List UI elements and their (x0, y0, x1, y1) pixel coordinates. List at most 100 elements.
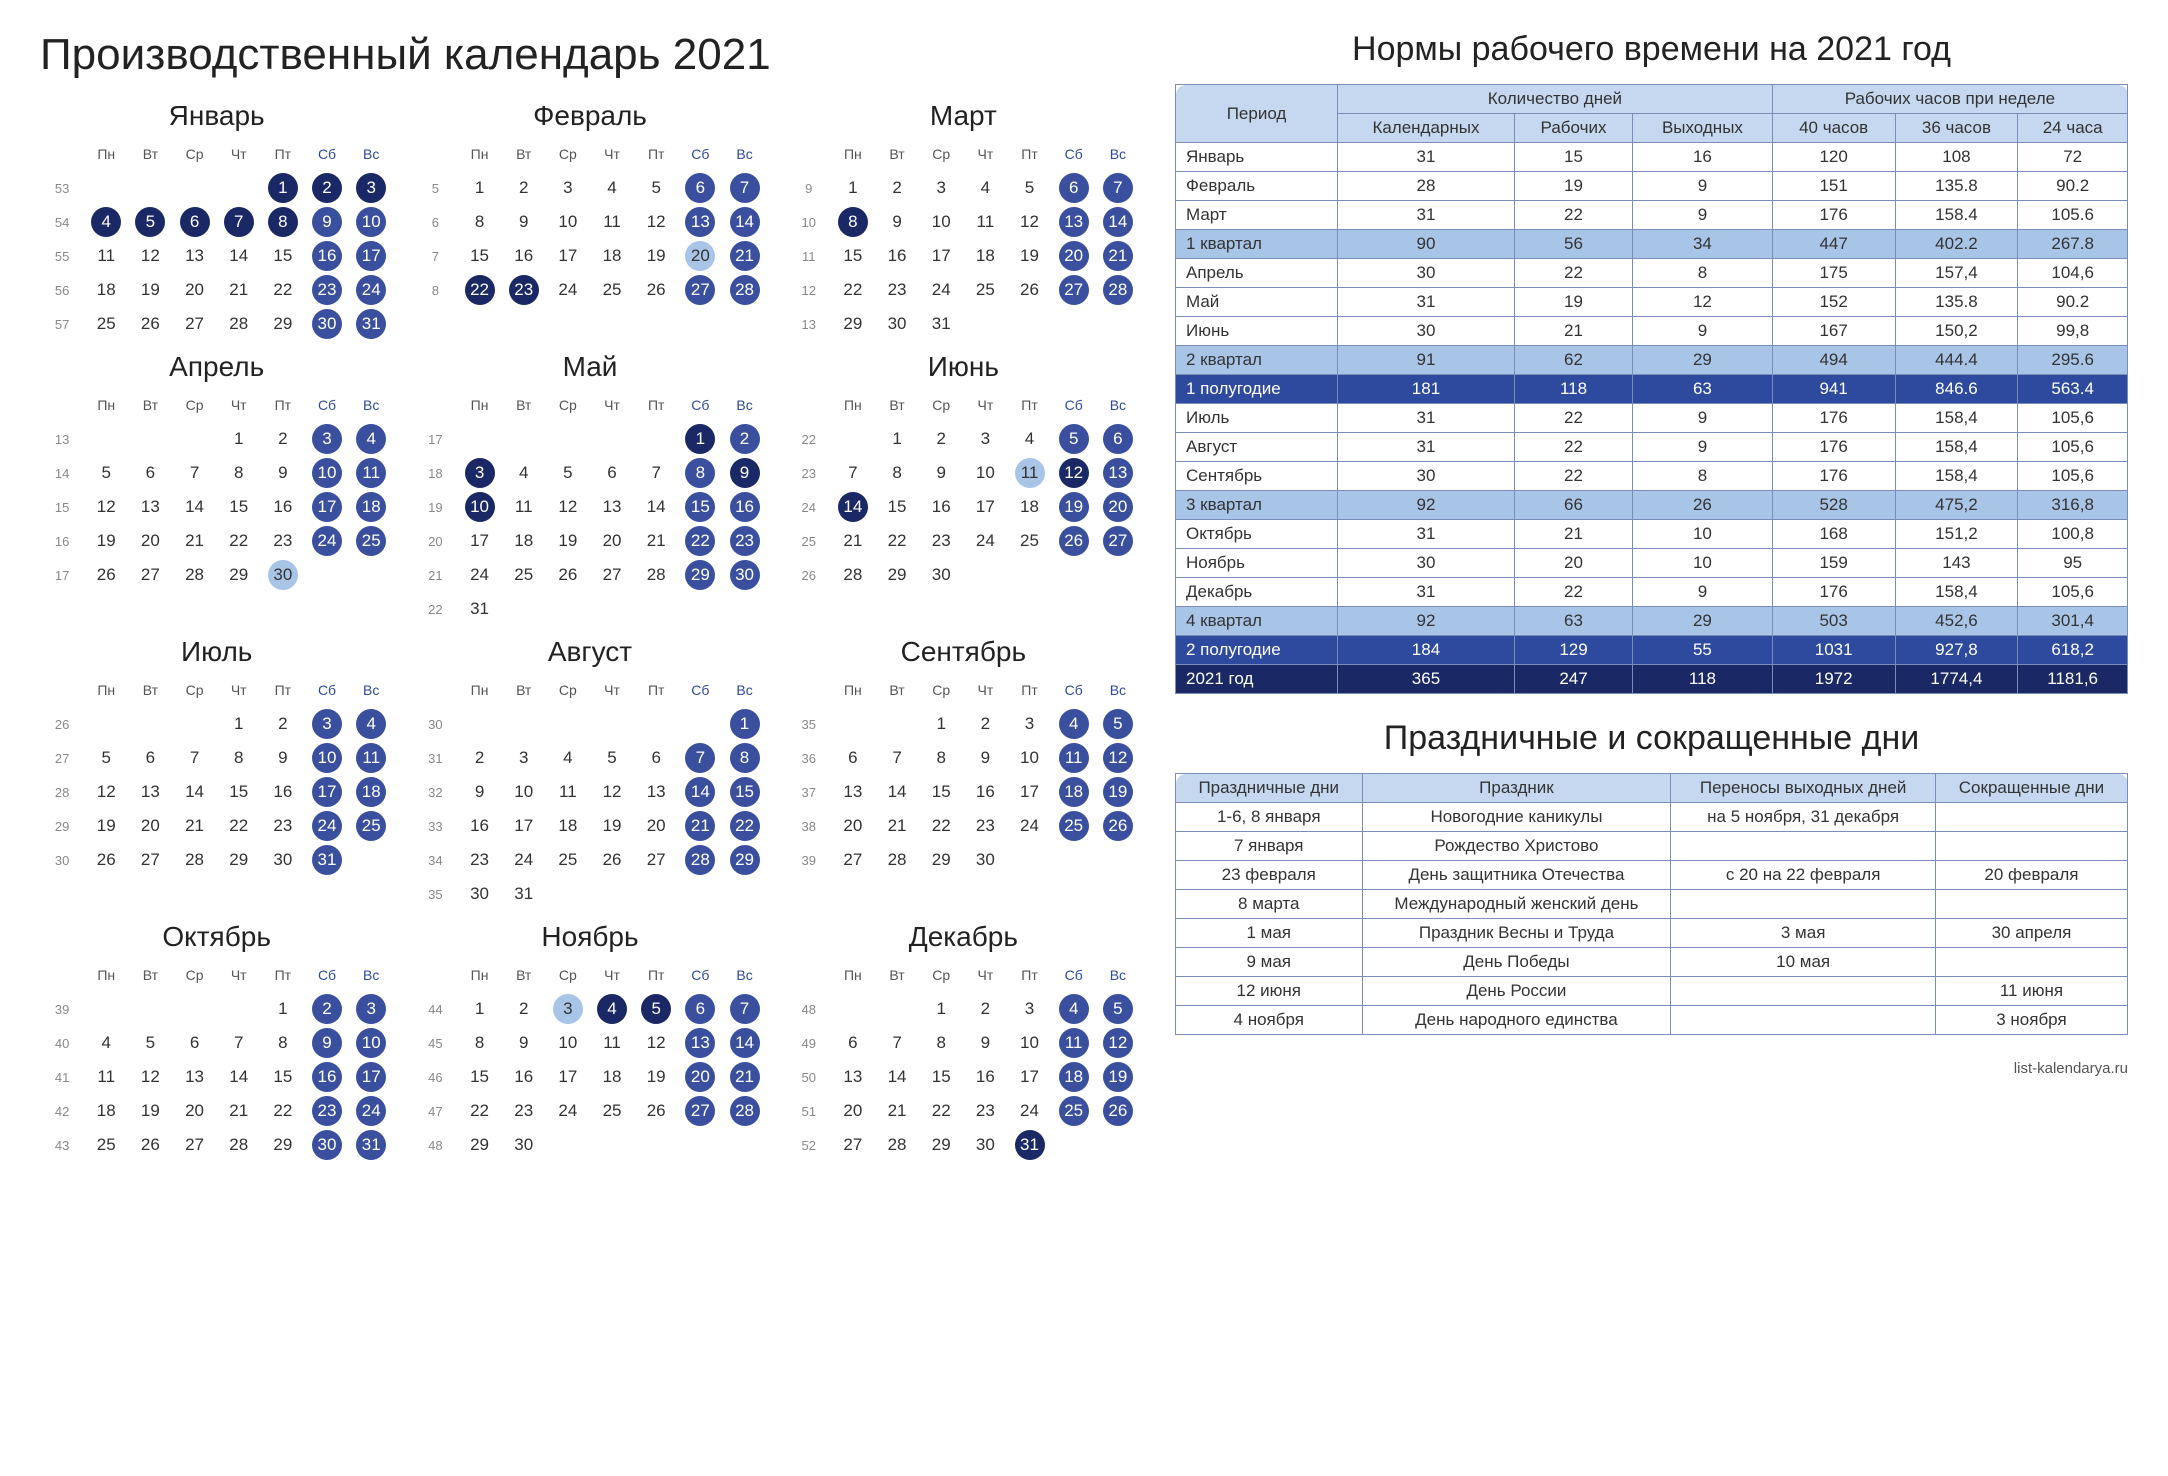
day-header: Ср (172, 388, 216, 422)
day-cell: 15 (465, 241, 495, 271)
norm-cell: 316,8 (2018, 491, 2128, 520)
month-name: Октябрь (40, 921, 393, 953)
norm-cell: 31 (1338, 288, 1515, 317)
day-cell: 6 (1059, 173, 1089, 203)
day-header: Вс (1096, 958, 1140, 992)
day-header: Ср (172, 137, 216, 171)
day-cell: 19 (135, 275, 165, 305)
day-cell: 20 (838, 1096, 868, 1126)
day-cell: 3 (312, 424, 342, 454)
day-header: Вс (722, 388, 766, 422)
norm-cell: 168 (1772, 520, 1895, 549)
day-cell: 17 (926, 241, 956, 271)
day-cell: 2 (970, 994, 1000, 1024)
day-cell: 8 (465, 1028, 495, 1058)
day-cell: 24 (356, 1096, 386, 1126)
day-header: Пт (261, 137, 305, 171)
day-cell: 11 (597, 207, 627, 237)
norm-cell: 402.2 (1895, 230, 2018, 259)
day-cell: 9 (970, 1028, 1000, 1058)
day-cell: 16 (970, 1062, 1000, 1092)
day-cell: 9 (268, 743, 298, 773)
day-cell: 4 (1015, 424, 1045, 454)
hol-cell: с 20 на 22 февраля (1671, 861, 1936, 890)
hol-cell (1935, 803, 2127, 832)
norm-cell: 16 (1633, 143, 1773, 172)
norm-cell: 941 (1772, 375, 1895, 404)
norm-period: Февраль (1176, 172, 1338, 201)
day-cell: 12 (1103, 1028, 1133, 1058)
day-cell: 4 (509, 458, 539, 488)
day-cell: 6 (838, 743, 868, 773)
day-cell: 29 (926, 845, 956, 875)
day-cell: 20 (1059, 241, 1089, 271)
day-cell: 14 (180, 492, 210, 522)
day-cell: 2 (312, 994, 342, 1024)
day-header: Сб (678, 388, 722, 422)
day-cell: 18 (356, 777, 386, 807)
norm-period: Июль (1176, 404, 1338, 433)
day-header: Сб (678, 673, 722, 707)
norm-cell: 247 (1514, 665, 1632, 694)
norm-cell: 1181,6 (2018, 665, 2128, 694)
day-cell: 4 (91, 207, 121, 237)
day-cell: 6 (685, 994, 715, 1024)
day-cell: 9 (268, 458, 298, 488)
day-cell: 23 (312, 275, 342, 305)
day-cell: 10 (1015, 1028, 1045, 1058)
norm-cell: 158.4 (1895, 201, 2018, 230)
day-cell: 7 (730, 173, 760, 203)
day-cell: 18 (91, 275, 121, 305)
day-cell: 16 (509, 1062, 539, 1092)
day-cell: 18 (1059, 1062, 1089, 1092)
norm-cell: 9 (1633, 404, 1773, 433)
day-header: Пт (1007, 958, 1051, 992)
day-cell: 30 (312, 309, 342, 339)
day-header: Пт (1007, 137, 1051, 171)
day-cell: 18 (91, 1096, 121, 1126)
day-header: Вт (502, 958, 546, 992)
day-cell: 20 (180, 1096, 210, 1126)
day-cell: 15 (838, 241, 868, 271)
day-cell: 5 (1103, 709, 1133, 739)
day-cell: 14 (224, 1062, 254, 1092)
norm-cell: 105,6 (2018, 433, 2128, 462)
day-cell: 11 (356, 458, 386, 488)
day-cell: 11 (91, 241, 121, 271)
day-header: Вт (875, 958, 919, 992)
norm-cell: 365 (1338, 665, 1515, 694)
day-cell: 14 (882, 1062, 912, 1092)
day-header: Чт (217, 137, 261, 171)
day-cell: 5 (641, 173, 671, 203)
day-cell: 8 (268, 1028, 298, 1058)
day-cell: 31 (465, 594, 495, 624)
norm-cell: 528 (1772, 491, 1895, 520)
norm-cell: 157,4 (1895, 259, 2018, 288)
day-cell: 5 (135, 207, 165, 237)
norm-cell: 452,6 (1895, 607, 2018, 636)
norm-cell: 135.8 (1895, 172, 2018, 201)
day-cell: 26 (91, 560, 121, 590)
day-cell: 28 (685, 845, 715, 875)
month-Март: МартПнВтСрЧтПтСбВс9123456710891011121314… (787, 100, 1140, 341)
norm-cell: 19 (1514, 172, 1632, 201)
day-cell: 24 (356, 275, 386, 305)
month-name: Апрель (40, 351, 393, 383)
day-cell: 7 (224, 207, 254, 237)
day-cell: 27 (135, 845, 165, 875)
hol-header: Праздник (1362, 774, 1671, 803)
norm-cell: 8 (1633, 462, 1773, 491)
norm-cell: 151 (1772, 172, 1895, 201)
day-header: Пн (831, 137, 875, 171)
day-header: Пт (1007, 673, 1051, 707)
norm-cell: 475,2 (1895, 491, 2018, 520)
day-cell: 13 (180, 241, 210, 271)
day-cell: 15 (224, 492, 254, 522)
day-cell: 19 (553, 526, 583, 556)
day-cell: 4 (597, 173, 627, 203)
day-cell: 4 (597, 994, 627, 1024)
day-cell: 22 (268, 1096, 298, 1126)
day-cell: 28 (224, 309, 254, 339)
day-cell: 30 (970, 845, 1000, 875)
day-cell: 10 (553, 1028, 583, 1058)
